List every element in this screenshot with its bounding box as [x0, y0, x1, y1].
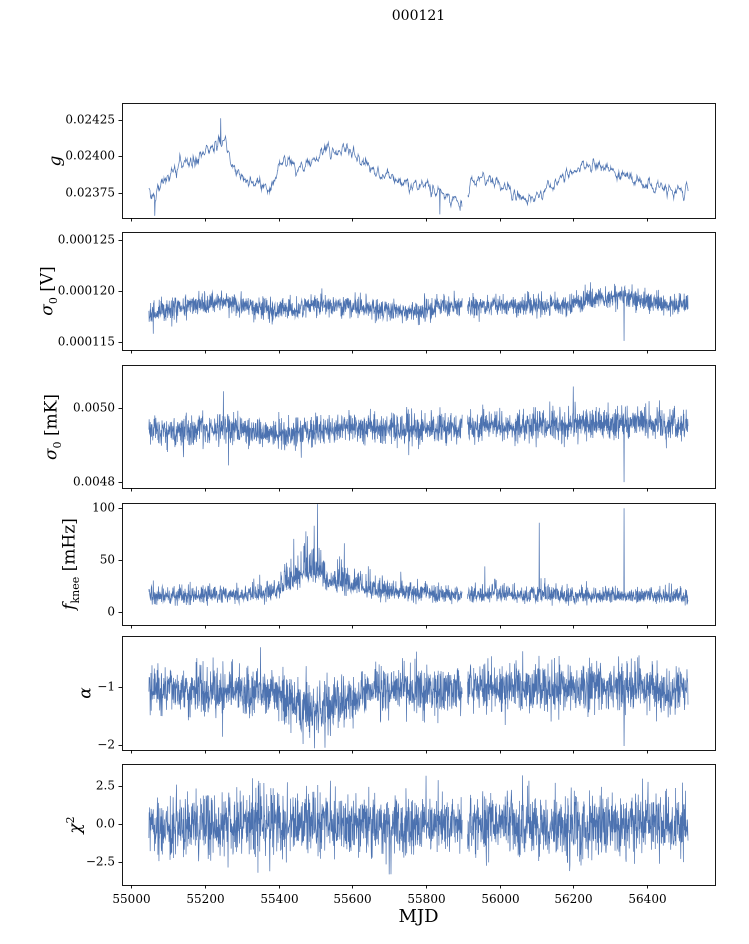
x-axis-label: MJD	[398, 906, 439, 927]
ylabel-var: α	[75, 687, 96, 699]
y-axis-label-sigma0-v: σ0 [V]	[36, 266, 60, 316]
ylabel-unit: [mK]	[41, 393, 62, 441]
ylabel-unit: [mHz]	[59, 518, 80, 577]
y-axis-label-alpha: α	[74, 687, 98, 698]
ylabel-var: σ	[41, 447, 62, 460]
y-axis-label-g: g	[44, 155, 68, 166]
ylabel-unit: [V]	[37, 266, 58, 298]
y-axis-label-chi2: χ2	[64, 816, 88, 833]
ylabel-var: χ	[65, 822, 86, 834]
y-axis-label-fknee: fknee [mHz]	[58, 518, 82, 610]
ylabel-var: σ	[37, 304, 58, 316]
ylabel-sub: 0	[51, 440, 65, 448]
figure-title: 000121	[391, 8, 446, 24]
ylabel-var: f	[59, 603, 80, 610]
ylabel-sub: 0	[47, 297, 61, 305]
ylabel-sub: knee	[69, 576, 83, 604]
y-axis-label-sigma0-mk: σ0 [mK]	[40, 393, 64, 459]
ylabel-var: g	[45, 155, 66, 166]
ylabel-sup: 2	[63, 815, 77, 823]
